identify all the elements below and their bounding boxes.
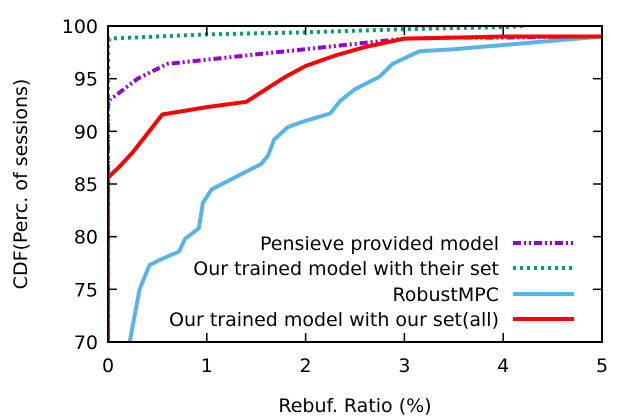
series-layer <box>108 25 602 343</box>
y-tick-label: 85 <box>74 174 98 196</box>
y-axis-title: CDF(Perc. of sessions) <box>10 79 32 290</box>
legend: Pensieve provided model Our trained mode… <box>169 233 574 331</box>
x-tick-label: 4 <box>497 355 509 377</box>
x-tick-label: 2 <box>300 355 312 377</box>
x-tick-label: 0 <box>102 355 114 377</box>
y-tick-label: 100 <box>62 16 98 38</box>
legend-label-pensieve: Pensieve provided model <box>260 233 499 255</box>
legend-label-trained-their-set: Our trained model with their set <box>193 258 499 280</box>
y-tick-label: 90 <box>74 121 98 143</box>
y-tick-label: 80 <box>74 227 98 249</box>
y-tick-label: 95 <box>74 69 98 91</box>
series-line-3 <box>108 34 602 342</box>
x-tick-label: 5 <box>596 355 608 377</box>
y-tick-label: 70 <box>74 332 98 354</box>
series-line-0 <box>108 34 602 342</box>
x-tick-label: 1 <box>201 355 213 377</box>
x-axis-title: Rebuf. Ratio (%) <box>278 395 431 417</box>
x-tick-label: 3 <box>398 355 410 377</box>
y-tick-label: 75 <box>74 279 98 301</box>
legend-label-trained-our-set: Our trained model with our set(all) <box>169 309 499 331</box>
ticks-layer: 0 1 2 3 4 5 70 75 80 85 90 95 100 <box>62 16 608 377</box>
series-line-2 <box>127 34 602 343</box>
legend-label-robustmpc: RobustMPC <box>392 284 499 306</box>
